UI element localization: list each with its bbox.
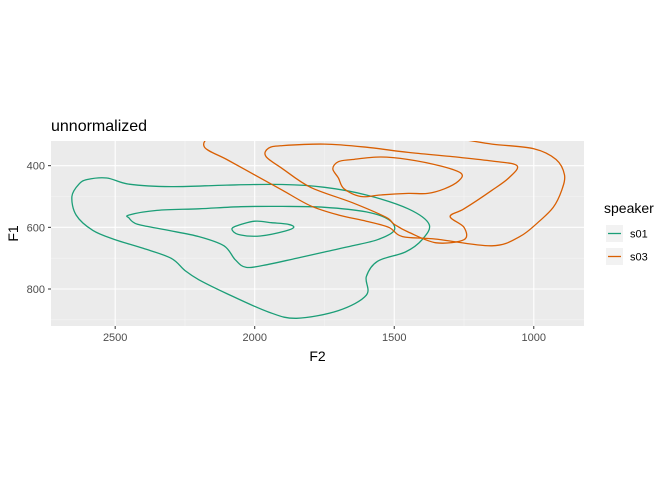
- legend-label-s03: s03: [630, 252, 648, 264]
- contour-s03-level-3: [332, 156, 463, 198]
- plot-panel: [51, 141, 584, 326]
- y-tick-label: 400: [27, 161, 45, 173]
- minor-grid: [51, 141, 584, 326]
- legend: speaker s01 s03: [604, 200, 654, 265]
- contour-s01-level-2: [126, 205, 396, 269]
- x-tick-label: 1000: [522, 332, 546, 344]
- y-tick-label: 600: [27, 222, 45, 234]
- contour-s03-level-1: [203, 141, 566, 247]
- contour-s01-level-3: [231, 220, 295, 237]
- contour-s03-level-2: [264, 143, 519, 244]
- legend-label-s01: s01: [630, 229, 648, 241]
- axes: 2500 2000 1500 1000 400 600 800: [27, 161, 546, 344]
- x-tick-label: 2500: [103, 332, 127, 344]
- contour-s01-level-1: [71, 177, 431, 319]
- chart-title: unnormalized: [51, 118, 147, 135]
- x-tick-label: 1500: [382, 332, 406, 344]
- legend-title: speaker: [604, 200, 654, 216]
- y-tick-label: 800: [27, 284, 45, 296]
- x-axis-title: F2: [309, 348, 326, 364]
- series-s03: [203, 141, 566, 247]
- y-axis-title: F1: [5, 225, 21, 242]
- x-tick-label: 2000: [242, 332, 266, 344]
- series-s01: [71, 177, 431, 319]
- major-grid: [51, 141, 584, 326]
